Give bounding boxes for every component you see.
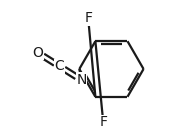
Text: O: O [32,46,43,60]
Text: F: F [84,11,92,25]
Text: C: C [55,59,64,73]
Text: N: N [76,73,86,87]
Text: F: F [99,115,107,129]
